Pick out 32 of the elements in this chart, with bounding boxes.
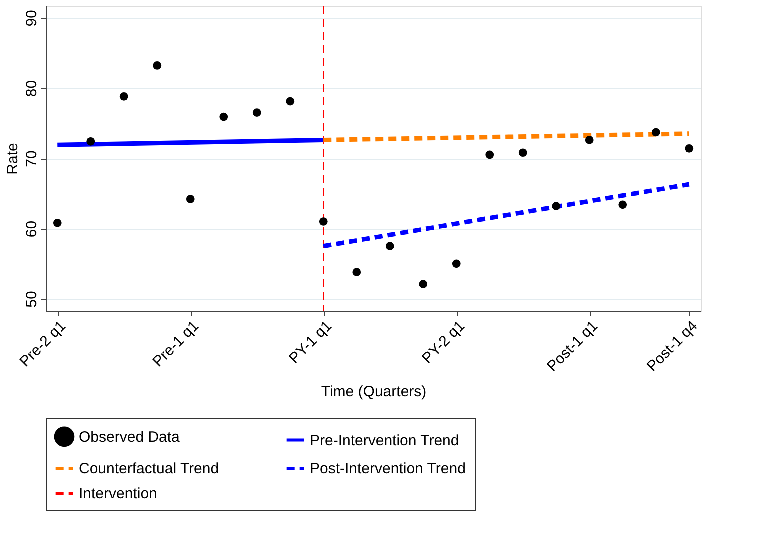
legend-label: Observed Data	[79, 428, 181, 446]
point	[386, 242, 394, 251]
point	[86, 137, 96, 146]
y-tick-label: 60	[24, 220, 40, 238]
point	[552, 202, 561, 210]
legend-label: Intervention	[79, 486, 158, 502]
y-tick-label: 70	[24, 150, 40, 168]
y-axis-title: Rate	[4, 143, 22, 175]
x-axis-title: Time (Quarters)	[321, 384, 427, 401]
point	[486, 150, 494, 160]
point	[652, 128, 660, 137]
point	[319, 218, 328, 226]
point	[186, 195, 195, 204]
legend-label: Post-Intervention Trend	[310, 460, 466, 478]
point	[585, 136, 594, 144]
point	[685, 144, 694, 153]
point	[618, 200, 628, 210]
point	[252, 108, 262, 117]
y-tick-label: 50	[24, 291, 40, 308]
point	[419, 280, 428, 288]
legend-label: Counterfactual Trend	[79, 460, 220, 478]
legend-label: Pre-Intervention Trend	[310, 432, 460, 450]
point	[452, 260, 461, 268]
y-tick-label: 90	[24, 10, 40, 27]
point	[153, 62, 162, 70]
y-tick-label: 80	[24, 80, 40, 98]
point	[286, 97, 295, 106]
point	[518, 148, 528, 158]
point	[220, 112, 228, 122]
point	[120, 92, 128, 101]
point	[53, 218, 62, 228]
point	[352, 268, 362, 277]
